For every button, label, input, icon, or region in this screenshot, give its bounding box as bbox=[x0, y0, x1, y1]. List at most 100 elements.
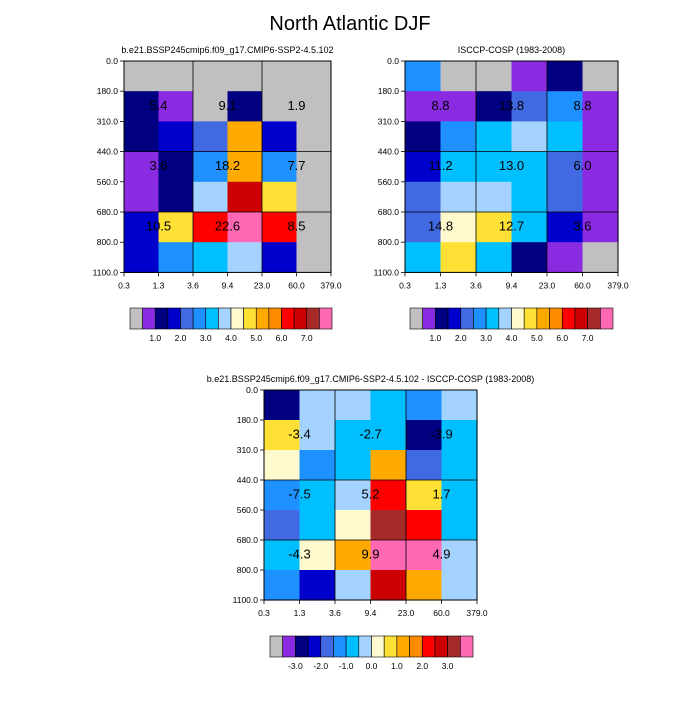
data-label: 5.2 bbox=[361, 487, 379, 502]
heatmap-cell bbox=[405, 242, 441, 273]
heatmap-cell bbox=[297, 121, 332, 152]
colorbar-label: 4.0 bbox=[225, 333, 237, 343]
heatmap-cell bbox=[547, 121, 583, 152]
colorbar-swatch bbox=[143, 308, 156, 329]
heatmap-cell bbox=[371, 450, 407, 481]
colorbar-swatch bbox=[423, 308, 436, 329]
heatmap-cell bbox=[297, 61, 332, 92]
heatmap-cell bbox=[371, 390, 407, 421]
heatmap-cell bbox=[335, 510, 371, 541]
data-label: 12.7 bbox=[499, 219, 524, 234]
data-label: 9.9 bbox=[361, 547, 379, 562]
x-tick-label: 9.4 bbox=[222, 280, 234, 290]
y-tick-label: 310.0 bbox=[237, 445, 259, 455]
colorbar-swatch bbox=[435, 636, 448, 657]
colorbar-swatch bbox=[269, 308, 282, 329]
heatmap-cell bbox=[406, 390, 442, 421]
colorbar-swatch bbox=[473, 308, 486, 329]
heatmap-cell bbox=[441, 61, 477, 92]
panel-title: ISCCP-COSP (1983-2008) bbox=[458, 45, 565, 55]
y-tick-label: 440.0 bbox=[378, 147, 400, 157]
colorbar-swatch bbox=[512, 308, 525, 329]
heatmap-cell bbox=[441, 121, 477, 152]
y-tick-label: 1100.0 bbox=[233, 595, 259, 605]
heatmap-cell bbox=[228, 182, 263, 213]
colorbar-swatch bbox=[333, 636, 346, 657]
heatmap-cell bbox=[264, 450, 300, 481]
heatmap-cell bbox=[512, 242, 548, 273]
heatmap-cell bbox=[300, 510, 336, 541]
panel-title: b.e21.BSSP245cmip6.f09_g17.CMIP6-SSP2-4.… bbox=[207, 374, 535, 384]
colorbar-label: 4.0 bbox=[506, 333, 518, 343]
heatmap-cell bbox=[512, 182, 548, 213]
y-tick-label: 180.0 bbox=[378, 86, 400, 96]
colorbar-swatch bbox=[422, 636, 435, 657]
y-tick-label: 680.0 bbox=[97, 207, 119, 217]
data-label: 18.2 bbox=[215, 158, 240, 173]
data-label: 7.7 bbox=[287, 158, 305, 173]
heatmap-cell bbox=[124, 61, 159, 92]
heatmap-cell bbox=[405, 182, 441, 213]
heatmap-cell bbox=[442, 570, 478, 601]
colorbar-swatch bbox=[524, 308, 537, 329]
data-label: 8.8 bbox=[431, 98, 449, 113]
colorbar-label: 5.0 bbox=[250, 333, 262, 343]
colorbar-label: 7.0 bbox=[582, 333, 594, 343]
colorbar-label: -1.0 bbox=[339, 661, 354, 671]
y-tick-label: 800.0 bbox=[378, 237, 400, 247]
y-tick-label: 440.0 bbox=[237, 475, 259, 485]
data-label: 1.9 bbox=[287, 98, 305, 113]
colorbar-label: 6.0 bbox=[276, 333, 288, 343]
y-tick-label: 560.0 bbox=[97, 177, 119, 187]
heatmap-cell bbox=[300, 450, 336, 481]
colorbar-swatch bbox=[461, 308, 474, 329]
data-label: 6.0 bbox=[573, 158, 591, 173]
x-tick-label: 3.6 bbox=[187, 280, 199, 290]
data-label: 11.2 bbox=[428, 158, 452, 173]
heatmap-cell bbox=[371, 570, 407, 601]
heatmap-cell bbox=[335, 390, 371, 421]
colorbar-swatch bbox=[319, 308, 332, 329]
colorbar-swatch bbox=[448, 308, 461, 329]
colorbar-swatch bbox=[321, 636, 334, 657]
heatmap-cell bbox=[547, 61, 583, 92]
x-tick-label: 60.0 bbox=[288, 280, 305, 290]
y-tick-label: 560.0 bbox=[237, 505, 259, 515]
colorbar-swatch bbox=[359, 636, 372, 657]
heatmap-cell bbox=[228, 242, 263, 273]
colorbar-label: 6.0 bbox=[556, 333, 568, 343]
x-tick-label: 1.3 bbox=[435, 280, 447, 290]
colorbar-label: 1.0 bbox=[149, 333, 161, 343]
data-label: 1.7 bbox=[432, 487, 450, 502]
heatmap-cell bbox=[297, 182, 332, 213]
x-tick-label: 23.0 bbox=[254, 280, 271, 290]
colorbar-swatch bbox=[499, 308, 512, 329]
heatmap-cell bbox=[476, 182, 512, 213]
data-label: 9.1 bbox=[218, 98, 236, 113]
x-tick-label: 0.3 bbox=[399, 280, 411, 290]
data-label: 8.5 bbox=[287, 219, 305, 234]
heatmap-cell bbox=[441, 182, 477, 213]
y-tick-label: 0.0 bbox=[106, 56, 118, 66]
y-tick-label: 1100.0 bbox=[374, 267, 400, 277]
colorbar-label: -3.0 bbox=[288, 661, 303, 671]
y-tick-label: 800.0 bbox=[97, 237, 119, 247]
y-tick-label: 0.0 bbox=[246, 385, 258, 395]
y-tick-label: 680.0 bbox=[237, 535, 259, 545]
x-tick-label: 1.3 bbox=[153, 280, 165, 290]
heatmap-cell bbox=[406, 450, 442, 481]
heatmap-cell bbox=[583, 121, 619, 152]
heatmap-cell bbox=[405, 61, 441, 92]
x-tick-label: 9.4 bbox=[506, 280, 518, 290]
colorbar-swatch bbox=[308, 636, 321, 657]
colorbar: -3.0 -2.0 -1.0 0.0 1.0 2.0 3.0 bbox=[270, 636, 473, 671]
heatmap-cell bbox=[228, 121, 263, 152]
data-label: -4.3 bbox=[288, 547, 310, 562]
data-label: 22.6 bbox=[215, 219, 240, 234]
figure-title: North Atlantic DJF bbox=[269, 13, 430, 35]
colorbar-swatch bbox=[244, 308, 257, 329]
colorbar-label: 3.0 bbox=[480, 333, 492, 343]
heatmap-cell bbox=[442, 390, 478, 421]
colorbar-swatch bbox=[181, 308, 194, 329]
data-label: 4.9 bbox=[432, 547, 450, 562]
